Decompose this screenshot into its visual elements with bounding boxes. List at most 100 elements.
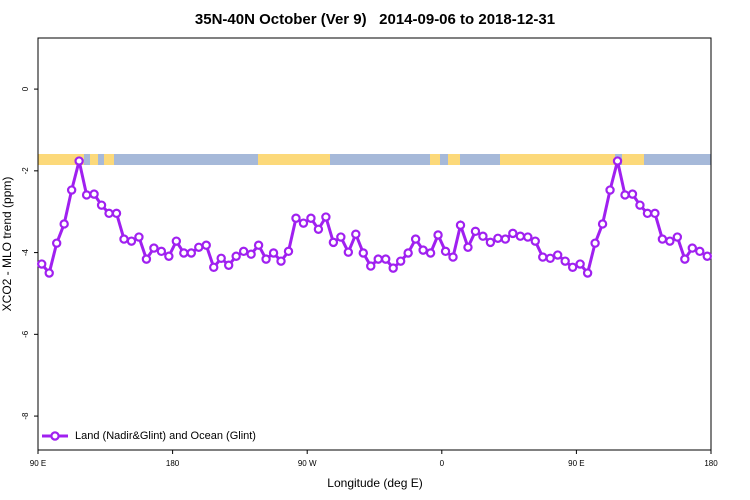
land-segment [90, 154, 98, 165]
data-point [395, 256, 406, 266]
land-ocean-band [38, 154, 711, 165]
data-point [209, 262, 219, 272]
data-point [231, 251, 241, 261]
data-point [560, 256, 570, 266]
data-point [253, 240, 264, 250]
chart-title: 35N-40N October (Ver 9) 2014-09-06 to 20… [195, 11, 555, 28]
data-point [373, 254, 383, 264]
land-segment [448, 154, 460, 165]
data-point [306, 213, 316, 223]
ocean-band [38, 154, 711, 165]
data-point [470, 226, 481, 237]
x-tick-label: 0 [440, 459, 445, 468]
data-point [261, 254, 271, 264]
y-tick-label: -2 [21, 167, 30, 175]
x-tick-label: 180 [166, 459, 180, 468]
data-point [321, 212, 331, 222]
y-axis-label: XCO2 - MLO trend (ppm) [0, 177, 14, 312]
data-point [171, 236, 182, 246]
data-point [433, 230, 443, 240]
land-segment [622, 154, 644, 165]
data-point [672, 232, 683, 242]
data-point [313, 224, 324, 234]
data-point [141, 254, 152, 264]
data-point [351, 229, 361, 239]
data-point [164, 251, 174, 261]
y-tick-label: -4 [21, 248, 30, 256]
data-point [590, 238, 600, 248]
series-line [40, 160, 709, 277]
data-point [418, 245, 428, 255]
data-point [223, 260, 234, 270]
data-point [448, 252, 458, 262]
data-point [567, 262, 578, 272]
data-point [553, 250, 563, 260]
data-point [515, 231, 526, 241]
data-point [74, 156, 84, 166]
land-segment [430, 154, 440, 165]
data-point [111, 208, 122, 219]
data-point [530, 236, 540, 246]
data-point [635, 200, 645, 210]
data-point [582, 268, 593, 278]
data-point [238, 246, 249, 257]
data-point [508, 228, 518, 239]
data-point [463, 242, 473, 252]
data-point [156, 246, 167, 257]
land-segment [104, 154, 114, 165]
x-axis-label: Longitude (deg E) [327, 476, 422, 490]
land-segment [258, 154, 330, 165]
y-tick-label: -6 [21, 330, 30, 338]
data-point [44, 268, 54, 278]
data-point [119, 234, 129, 244]
data-point [605, 185, 615, 195]
data-point [104, 208, 114, 219]
data-point [440, 246, 451, 257]
data-point [523, 232, 533, 242]
data-point [179, 248, 189, 258]
data-point [283, 246, 294, 257]
data-point [425, 248, 436, 258]
x-tick-label: 90 E [30, 459, 46, 468]
data-point [657, 234, 668, 244]
x-tick-label: 90 E [568, 459, 584, 468]
data-point [276, 256, 286, 266]
data-point [410, 234, 421, 244]
data-point [194, 242, 204, 252]
data-point [66, 185, 77, 195]
data-point [291, 213, 301, 223]
x-tick-label: 180 [704, 459, 718, 468]
data-point [328, 237, 339, 248]
data-point [366, 261, 376, 271]
data-point [485, 237, 496, 248]
data-point [134, 232, 144, 242]
x-tick-label: 90 W [298, 459, 317, 468]
legend-marker [50, 431, 60, 441]
data-point [650, 208, 660, 219]
data-point [695, 246, 705, 257]
data-point [687, 243, 698, 253]
data-point [246, 249, 256, 259]
plot-frame [37, 37, 712, 451]
data-point [298, 218, 309, 228]
data-point [597, 219, 608, 229]
data-point [500, 234, 511, 244]
data-point [358, 248, 368, 258]
legend-label: Land (Nadir&Glint) and Ocean (Glint) [75, 430, 256, 442]
data-point [96, 200, 107, 210]
data-point [620, 190, 630, 200]
data-point [680, 254, 690, 264]
data-point [268, 248, 279, 258]
data-point [627, 189, 638, 199]
data-point [478, 231, 488, 241]
data-point [545, 253, 555, 264]
data-point [575, 259, 585, 269]
data-point [51, 238, 62, 248]
data-point [381, 254, 391, 264]
data-point [612, 156, 623, 166]
data-point [665, 236, 675, 246]
data-point [403, 248, 413, 258]
data-point [455, 220, 466, 230]
data-point [186, 248, 196, 258]
